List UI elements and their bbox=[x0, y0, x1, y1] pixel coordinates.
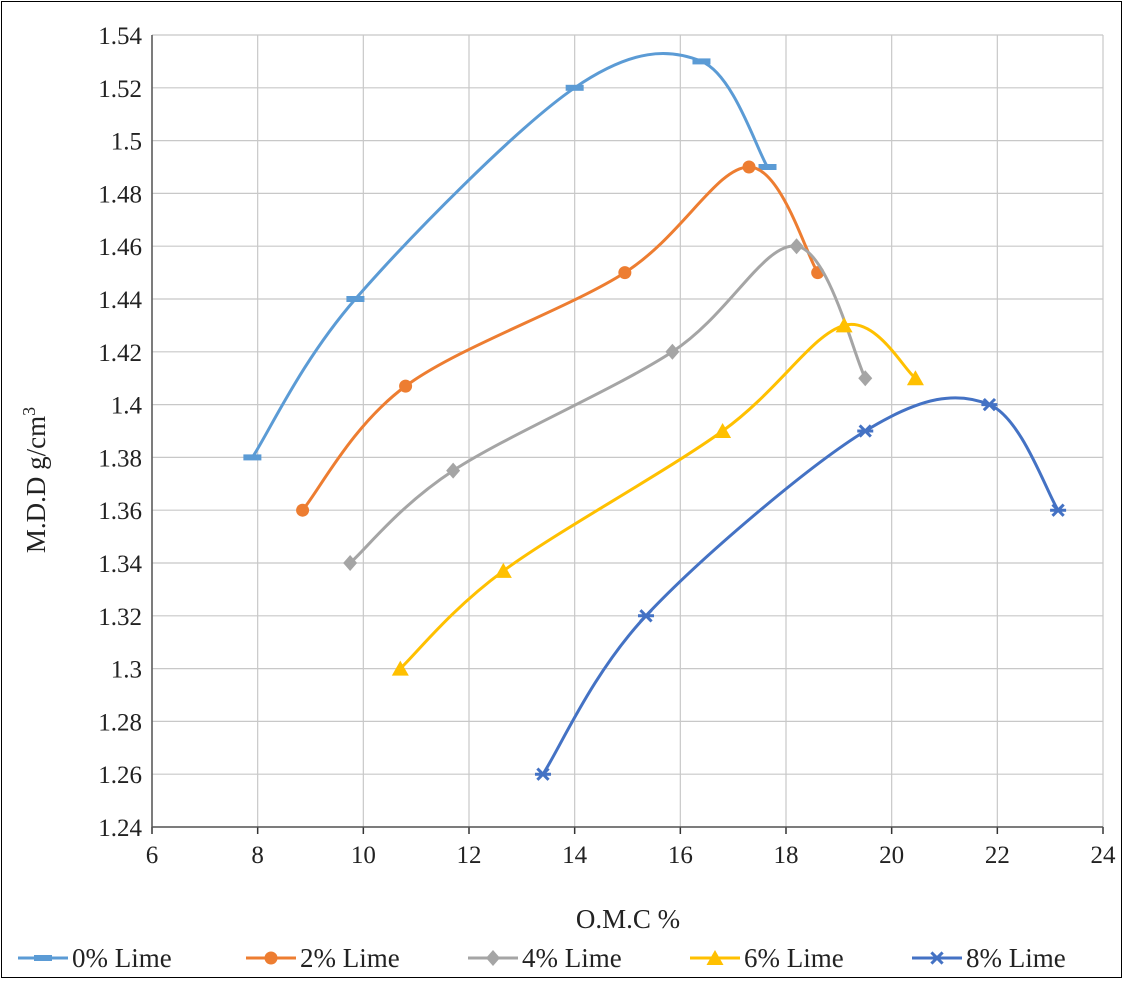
y-tick-label: 1.34 bbox=[98, 551, 142, 578]
y-tick-label: 1.26 bbox=[98, 762, 142, 789]
x-tick-label: 8 bbox=[251, 842, 264, 869]
series-group bbox=[243, 54, 1066, 780]
x-tick-label: 6 bbox=[146, 842, 159, 869]
legend-label: 4% Lime bbox=[522, 943, 622, 973]
legend: 0% Lime 2% Lime 4% Lime 6% Lime 8% Lime bbox=[18, 943, 1066, 973]
series-line bbox=[303, 167, 818, 510]
series-line bbox=[543, 398, 1058, 774]
legend-item: 4% Lime bbox=[468, 943, 622, 973]
y-tick-label: 1.36 bbox=[98, 498, 142, 525]
x-tick-label: 20 bbox=[879, 842, 904, 869]
legend-label: 2% Lime bbox=[300, 943, 400, 973]
y-tick-label: 1.42 bbox=[98, 340, 142, 367]
data-point bbox=[535, 769, 551, 780]
y-tick-label: 1.46 bbox=[98, 234, 142, 261]
legend-item: 6% Lime bbox=[690, 943, 844, 973]
legend-label: 6% Lime bbox=[744, 943, 844, 973]
gridlines bbox=[152, 35, 1103, 827]
data-point bbox=[296, 504, 309, 517]
series-line bbox=[252, 54, 767, 458]
data-point bbox=[618, 266, 631, 279]
series-3 bbox=[392, 317, 924, 675]
data-point bbox=[243, 454, 261, 460]
y-tick-label: 1.5 bbox=[111, 129, 142, 156]
y-axis-title-superscript: 3 bbox=[19, 407, 39, 416]
x-tick-label: 10 bbox=[351, 842, 376, 869]
series-1 bbox=[296, 161, 824, 517]
data-point bbox=[399, 380, 412, 393]
series-0 bbox=[243, 54, 776, 461]
y-tick-labels: 1.24 1.26 1.28 1.3 1.32 1.34 1.36 1.38 1.4 1.42 1.… bbox=[98, 23, 142, 842]
legend-swatch-marker bbox=[34, 955, 52, 961]
legend-swatch-marker bbox=[265, 952, 278, 965]
legend-swatch-marker bbox=[929, 952, 945, 963]
series-line bbox=[400, 324, 915, 668]
legend-item: 8% Lime bbox=[912, 943, 1066, 973]
y-tick-label: 1.48 bbox=[98, 181, 142, 208]
y-axis-title: M.D.D g/cm3 bbox=[19, 407, 51, 553]
y-tick-label: 1.44 bbox=[98, 287, 142, 314]
series-4 bbox=[535, 398, 1066, 780]
y-tick-label: 1.3 bbox=[111, 657, 142, 684]
y-tick-label: 1.32 bbox=[98, 604, 142, 631]
data-point bbox=[857, 425, 873, 436]
x-tick-labels: 6 8 10 12 14 16 18 20 22 24 bbox=[146, 842, 1116, 869]
y-tick-label: 1.38 bbox=[98, 445, 142, 472]
axes bbox=[152, 35, 1103, 834]
legend-item: 2% Lime bbox=[246, 943, 400, 973]
x-tick-label: 18 bbox=[774, 842, 799, 869]
data-point bbox=[981, 399, 997, 410]
data-point bbox=[759, 164, 777, 170]
data-point bbox=[566, 85, 584, 91]
y-axis-title-main: M.D.D g/cm bbox=[21, 416, 51, 553]
x-tick-label: 22 bbox=[985, 842, 1010, 869]
data-point bbox=[1050, 505, 1066, 516]
legend-item: 0% Lime bbox=[18, 943, 172, 973]
x-tick-label: 16 bbox=[668, 842, 693, 869]
data-point bbox=[638, 610, 654, 621]
data-point bbox=[743, 161, 756, 174]
y-tick-label: 1.52 bbox=[98, 76, 142, 103]
data-point bbox=[790, 238, 804, 254]
legend-swatch-marker bbox=[486, 950, 500, 966]
legend-label: 8% Lime bbox=[966, 943, 1066, 973]
data-point bbox=[346, 296, 364, 302]
y-tick-label: 1.4 bbox=[111, 393, 143, 420]
y-tick-label: 1.28 bbox=[98, 709, 142, 736]
x-tick-label: 24 bbox=[1091, 842, 1117, 869]
y-tick-label: 1.54 bbox=[98, 23, 142, 50]
x-axis-title: O.M.C % bbox=[576, 904, 680, 934]
data-point bbox=[446, 463, 460, 479]
x-tick-label: 14 bbox=[562, 842, 588, 869]
legend-label: 0% Lime bbox=[72, 943, 172, 973]
data-point bbox=[692, 58, 710, 64]
y-tick-label: 1.24 bbox=[98, 815, 142, 842]
data-point bbox=[665, 344, 679, 360]
data-point bbox=[858, 370, 872, 386]
x-tick-label: 12 bbox=[457, 842, 482, 869]
